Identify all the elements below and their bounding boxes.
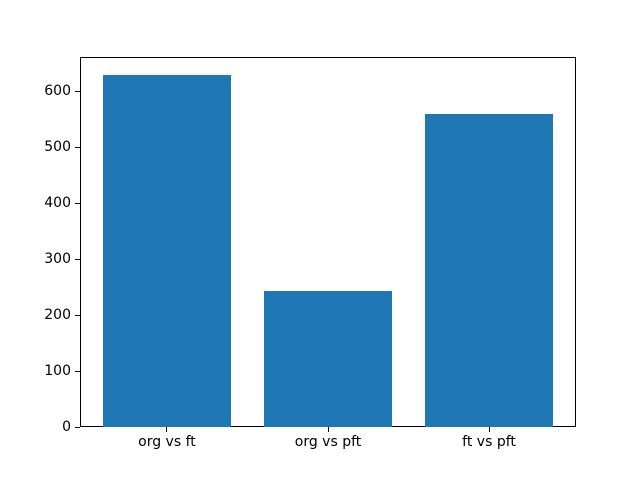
- y-tick-label: 300: [44, 250, 71, 267]
- y-tick-label: 0: [62, 418, 71, 435]
- y-tick-mark: [75, 258, 80, 260]
- y-tick-label: 600: [44, 83, 71, 100]
- x-tick-mark: [488, 427, 490, 432]
- y-tick-mark: [75, 370, 80, 372]
- y-tick-label: 400: [44, 195, 71, 211]
- y-tick-mark: [75, 314, 80, 316]
- bar-org-vs-ft: [102, 75, 232, 427]
- y-tick-label: 100: [44, 362, 71, 379]
- x-tick-mark: [327, 427, 329, 432]
- y-tick-mark: [75, 426, 80, 428]
- bar-org-vs-pft: [263, 291, 393, 427]
- bar-ft-vs-pft: [424, 114, 554, 427]
- y-tick-label: 200: [44, 306, 71, 323]
- y-tick-mark: [75, 91, 80, 93]
- y-tick-label: 500: [44, 139, 71, 156]
- y-tick-mark: [75, 147, 80, 149]
- x-tick-mark: [166, 427, 168, 432]
- x-tick-label-org-vs-ft: org vs ft: [138, 434, 196, 450]
- x-tick-label-org-vs-pft: org vs pft: [294, 434, 362, 450]
- y-tick-mark: [75, 203, 80, 204]
- x-tick-label-ft-vs-pft: ft vs pft: [462, 434, 516, 450]
